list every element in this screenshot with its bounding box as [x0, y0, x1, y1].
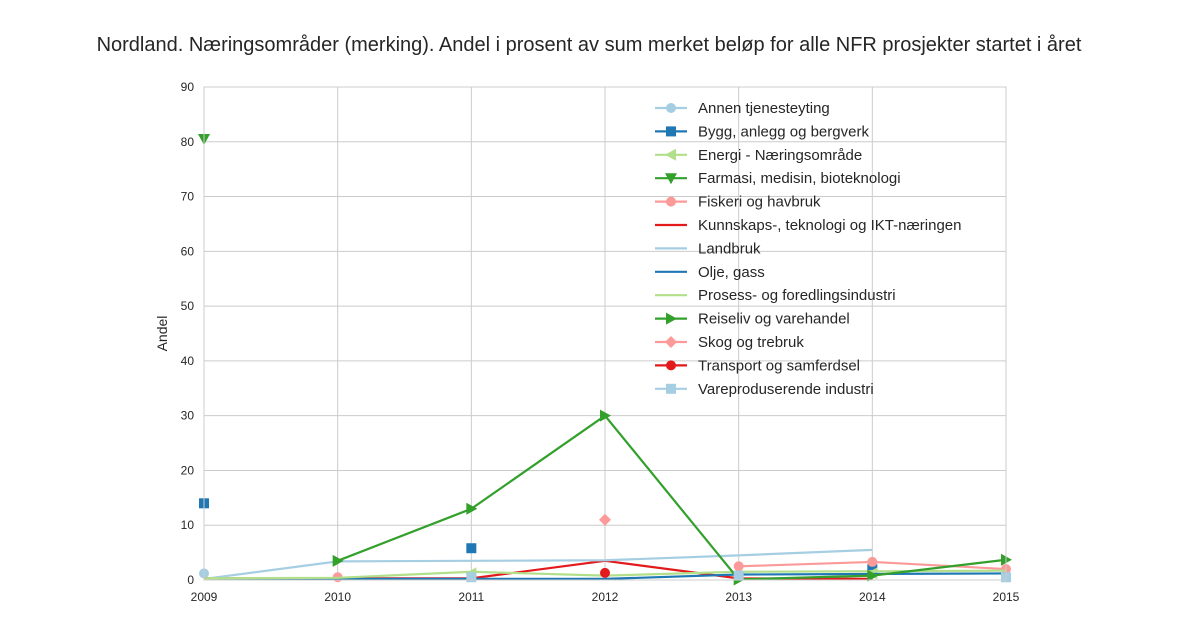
y-axis-label: Andel	[154, 316, 170, 352]
legend-label: Annen tjenesteyting	[698, 100, 830, 117]
legend-item: Bygg, anlegg og bergverk	[655, 123, 869, 140]
y-tick-label: 80	[181, 135, 195, 149]
legend-label: Kunnskaps-, teknologi og IKT-næringen	[698, 217, 962, 234]
legend-item: Energi - Næringsområde	[655, 147, 862, 164]
legend-label: Skog og trebruk	[698, 334, 804, 351]
legend-label: Olje, gass	[698, 264, 765, 281]
legend-item: Annen tjenesteyting	[655, 100, 830, 117]
data-point	[332, 554, 344, 567]
data-point	[466, 572, 477, 583]
legend: Annen tjenesteyting Bygg, anlegg og bergv…	[655, 100, 962, 398]
plot-frame	[203, 86, 1007, 581]
legend-label: Bygg, anlegg og bergverk	[698, 123, 869, 140]
legend-item: Farmasi, medisin, bioteknologi	[655, 170, 901, 187]
data-point	[867, 564, 878, 575]
legend-label: Prosess- og foredlingsindustri	[698, 287, 896, 304]
series-line	[203, 548, 873, 580]
legend-label: Transport og samferdsel	[698, 357, 860, 374]
series-layer	[198, 134, 1012, 586]
legend-item: Vareproduserende industri	[655, 381, 874, 398]
legend-marker	[666, 126, 676, 137]
x-tick-label: 2009	[191, 590, 218, 604]
legend-item: Kunnskaps-, teknologi og IKT-næringen	[655, 217, 962, 234]
legend-item: Reiseliv og varehandel	[655, 311, 850, 328]
legend-item: Skog og trebruk	[655, 334, 804, 351]
data-point	[466, 502, 478, 515]
legend-marker	[666, 312, 677, 325]
y-tick-label: 60	[181, 244, 195, 258]
legend-item: Olje, gass	[655, 264, 765, 281]
legend-label: Farmasi, medisin, bioteknologi	[698, 170, 901, 187]
y-tick-label: 0	[187, 573, 194, 587]
legend-marker	[666, 103, 676, 113]
legend-marker	[666, 196, 676, 207]
x-tick-label: 2014	[859, 590, 886, 604]
legend-item: Transport og samferdsel	[655, 357, 860, 374]
legend-marker	[665, 173, 677, 185]
y-tick-label: 70	[181, 190, 195, 204]
data-point	[733, 561, 744, 572]
x-tick-label: 2012	[592, 590, 619, 604]
series-6	[203, 548, 873, 580]
legend-label: Energi - Næringsområde	[698, 147, 862, 164]
data-point	[599, 513, 611, 526]
legend-item: Prosess- og foredlingsindustri	[655, 287, 896, 304]
series-10	[599, 513, 611, 526]
x-tick-label: 2010	[324, 590, 351, 604]
y-tick-label: 30	[181, 409, 195, 423]
data-point	[466, 543, 477, 554]
legend-marker	[665, 336, 677, 348]
series-line	[337, 414, 1007, 581]
legend-item: Landbruk	[655, 240, 761, 257]
legend-marker	[666, 383, 676, 394]
y-tick-label: 10	[181, 518, 195, 532]
data-point	[733, 570, 744, 581]
data-point	[867, 556, 878, 567]
chart-title: Nordland. Næringsområder (merking). Ande…	[96, 34, 1082, 56]
data-point	[600, 409, 611, 422]
legend-label: Landbruk	[698, 240, 761, 257]
legend-label: Reiseliv og varehandel	[698, 311, 850, 328]
y-tick-label: 20	[181, 463, 195, 477]
y-tick-label: 40	[181, 354, 195, 368]
legend-marker	[666, 360, 676, 371]
legend-item: Fiskeri og havbruk	[655, 194, 821, 211]
y-tick-label: 50	[181, 299, 195, 313]
legend-label: Fiskeri og havbruk	[698, 194, 821, 211]
data-point	[600, 567, 610, 578]
legend-label: Vareproduserende industri	[698, 381, 874, 398]
x-tick-label: 2011	[458, 590, 484, 604]
x-tick-label: 2015	[993, 590, 1020, 604]
series-11	[600, 567, 610, 578]
data-point	[867, 569, 879, 582]
tick-labels: 2009 2010 2011 2012 2013 2014 2015 0 10 20 30 40 50 6…	[181, 80, 1020, 604]
legend-marker	[665, 148, 676, 161]
x-tick-label: 2013	[725, 590, 752, 604]
y-tick-label: 90	[181, 80, 195, 94]
